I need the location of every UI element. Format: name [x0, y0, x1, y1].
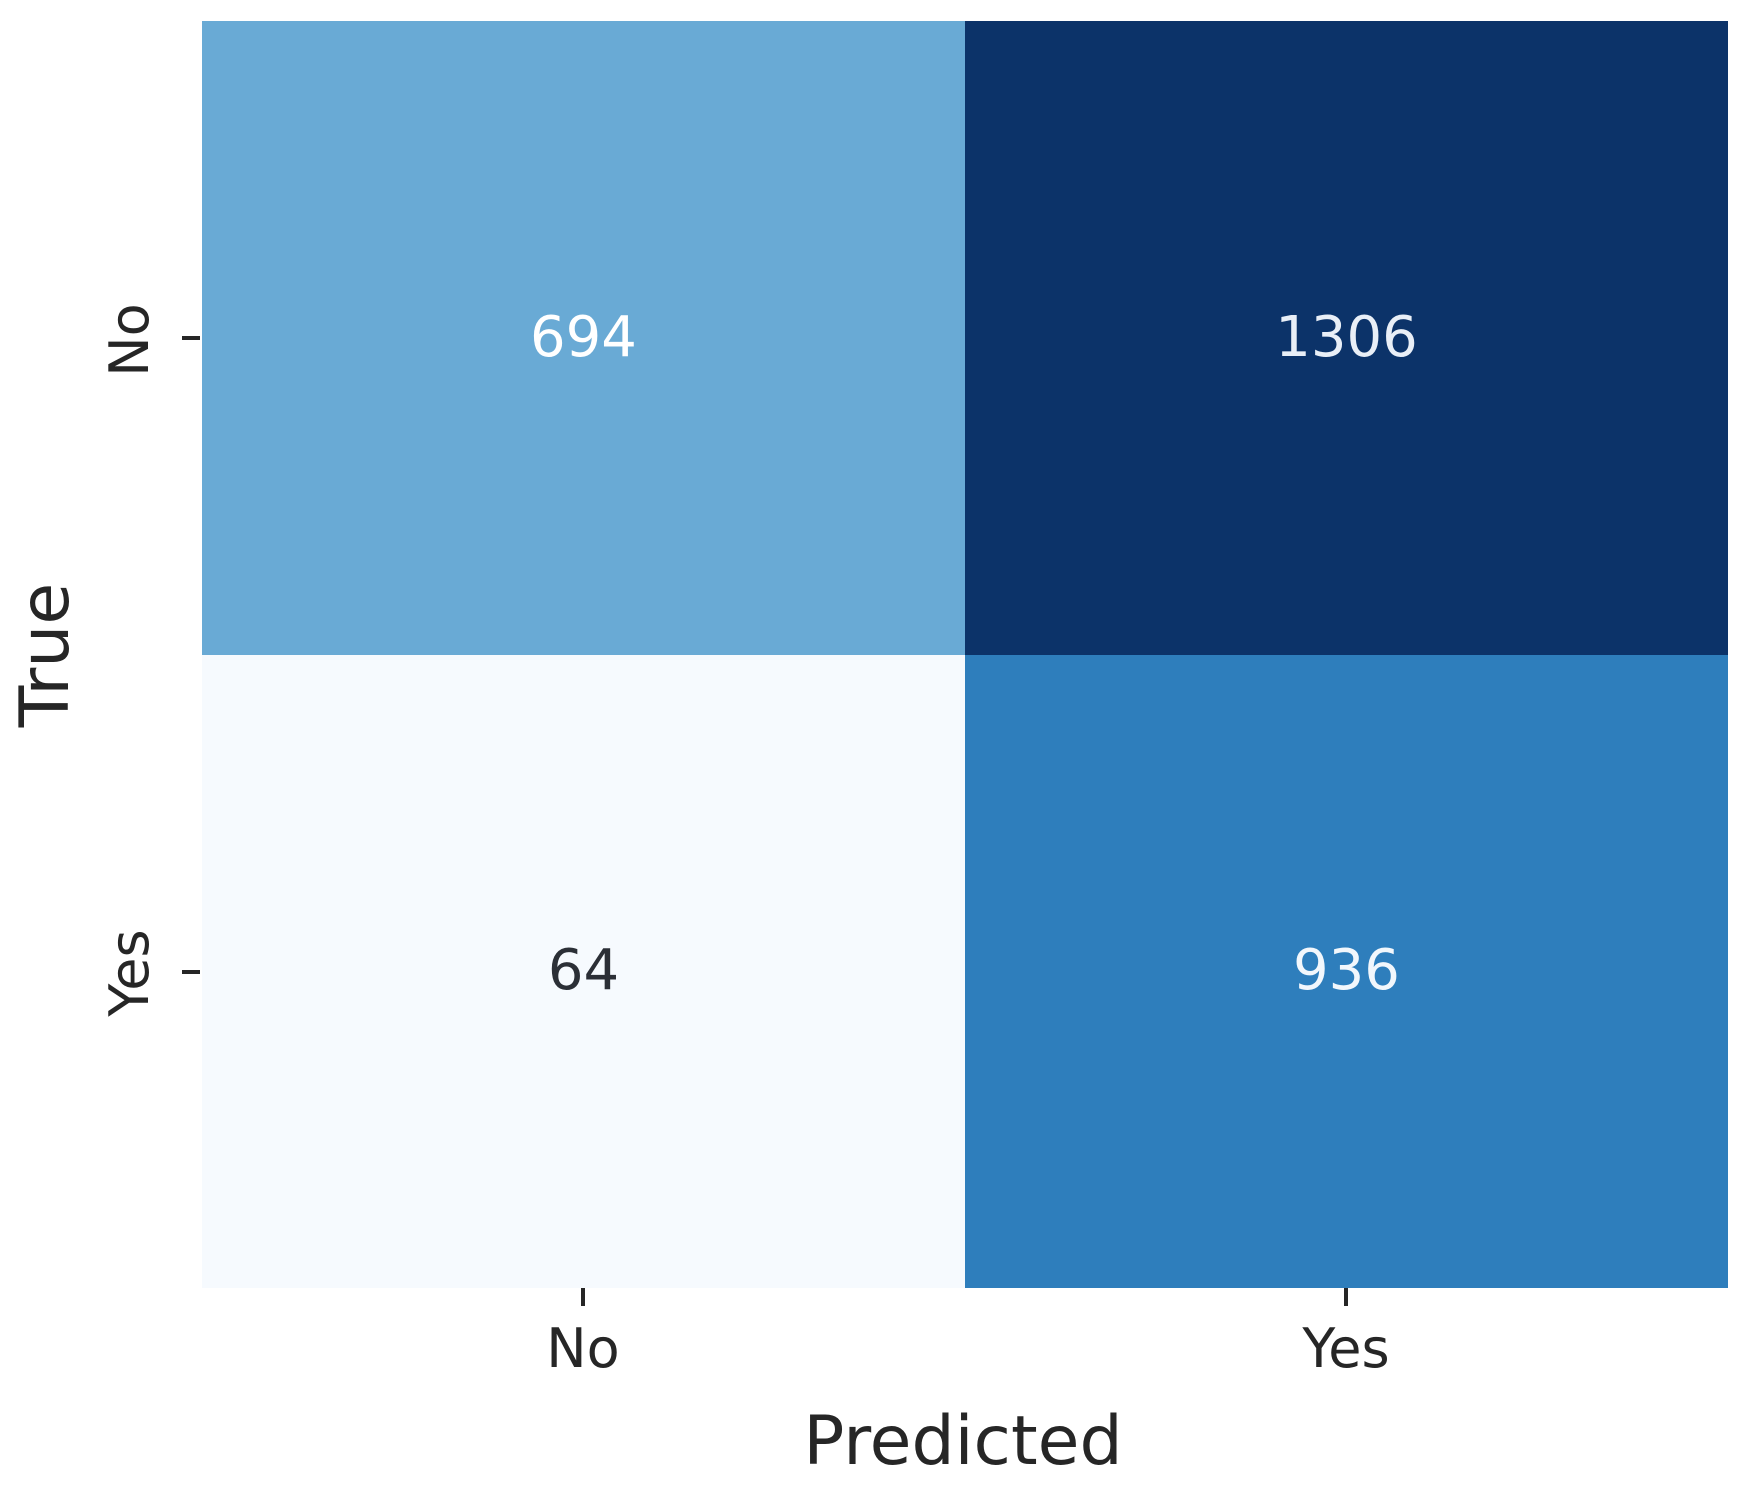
x-tick-label-yes: Yes	[1302, 1317, 1390, 1380]
x-axis-label: Predicted	[803, 1402, 1123, 1481]
heatmap-cell-true-no-pred-yes: 1306	[965, 21, 1728, 655]
y-tick-label-no: No	[98, 303, 161, 377]
y-tick-label-yes: Yes	[98, 929, 161, 1017]
heatmap-cell-true-yes-pred-yes: 936	[965, 654, 1728, 1288]
heatmap-plot-area: 694 1306 64 936	[202, 21, 1728, 1288]
x-tick-mark-no	[581, 1288, 585, 1306]
x-tick-label-no: No	[546, 1317, 620, 1380]
x-tick-mark-yes	[1344, 1288, 1348, 1306]
y-tick-mark-no	[182, 336, 200, 340]
y-tick-mark-yes	[182, 970, 200, 974]
heatmap-cell-true-yes-pred-no: 64	[202, 654, 965, 1288]
cell-value: 694	[530, 304, 637, 370]
y-axis-label: True	[6, 582, 85, 728]
cell-value: 936	[1293, 938, 1400, 1004]
cell-value: 1306	[1275, 304, 1418, 370]
heatmap-cell-true-no-pred-no: 694	[202, 21, 965, 655]
cell-value: 64	[547, 938, 620, 1004]
